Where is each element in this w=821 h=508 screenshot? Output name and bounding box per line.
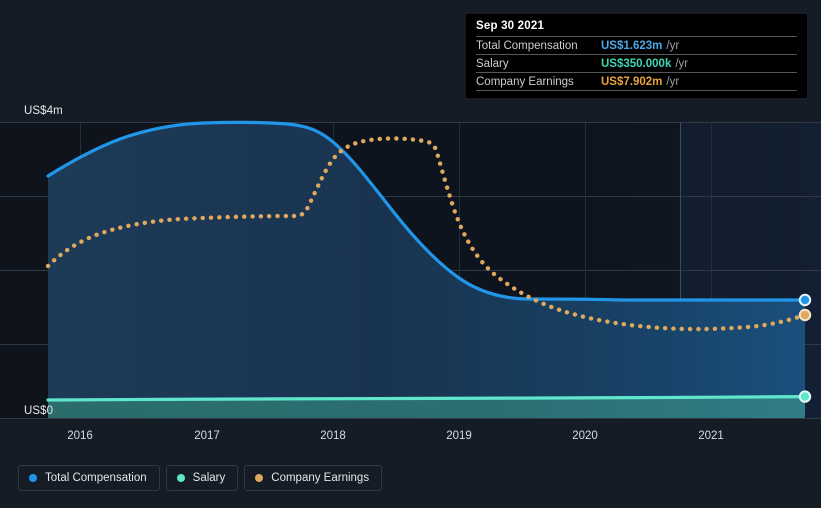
legend-item-total-compensation[interactable]: Total Compensation <box>18 465 160 491</box>
chart-plot-area[interactable] <box>0 0 821 430</box>
x-axis-tick-2019: 2019 <box>446 430 472 442</box>
tooltip-label-total-compensation: Total Compensation <box>476 39 578 52</box>
tooltip-unit-company-earnings: /yr <box>666 75 680 88</box>
tooltip-label-salary: Salary <box>476 57 509 70</box>
legend-dot-salary <box>176 474 185 482</box>
tooltip-unit-total-compensation: /yr <box>666 39 680 52</box>
chart-legend: Total Compensation Salary Company Earnin… <box>18 465 383 491</box>
tooltip-unit-salary: /yr <box>675 57 689 70</box>
x-axis-tick-2020: 2020 <box>572 430 598 442</box>
tooltip-value-company-earnings: US$7.902m <box>601 75 663 88</box>
x-axis-tick-2018: 2018 <box>320 430 346 442</box>
y-axis-bottom-label: US$0 <box>24 405 54 417</box>
legend-label-company-earnings: Company Earnings <box>271 472 370 484</box>
tooltip-label-company-earnings: Company Earnings <box>476 75 574 88</box>
x-axis-tick-2017: 2017 <box>194 430 220 442</box>
total-compensation-line <box>46 120 807 302</box>
chart-svg <box>0 120 821 419</box>
legend-item-salary[interactable]: Salary <box>165 465 239 491</box>
legend-label-total-compensation: Total Compensation <box>45 472 147 484</box>
salary-area <box>48 396 805 418</box>
chart-tooltip: Sep 30 2021 Total Compensation US$1.623m… <box>466 14 807 98</box>
salary-endpoint-marker <box>798 390 812 403</box>
legend-item-company-earnings[interactable]: Company Earnings <box>244 465 383 491</box>
company-earnings-endpoint-marker <box>798 308 812 322</box>
x-axis-tick-2016: 2016 <box>67 430 93 442</box>
y-axis-top-label: US$4m <box>24 105 63 117</box>
total-compensation-endpoint-marker <box>798 293 812 307</box>
tooltip-value-total-compensation: US$1.623m <box>601 39 663 52</box>
x-axis-tick-2021: 2021 <box>698 430 724 442</box>
legend-dot-company-earnings <box>255 474 264 482</box>
legend-dot-total-compensation <box>29 474 37 482</box>
tooltip-date: Sep 30 2021 <box>476 20 545 32</box>
tooltip-row-total-compensation: Total Compensation US$1.623m /yr <box>476 36 797 54</box>
tooltip-row-company-earnings: Company Earnings US$7.902m /yr <box>476 72 797 91</box>
tooltip-row-salary: Salary US$350.000k /yr <box>476 54 797 72</box>
salary-line <box>46 395 807 402</box>
total-compensation-area <box>48 122 805 419</box>
tooltip-value-salary: US$350.000k <box>601 57 672 70</box>
legend-label-salary: Salary <box>192 472 226 484</box>
